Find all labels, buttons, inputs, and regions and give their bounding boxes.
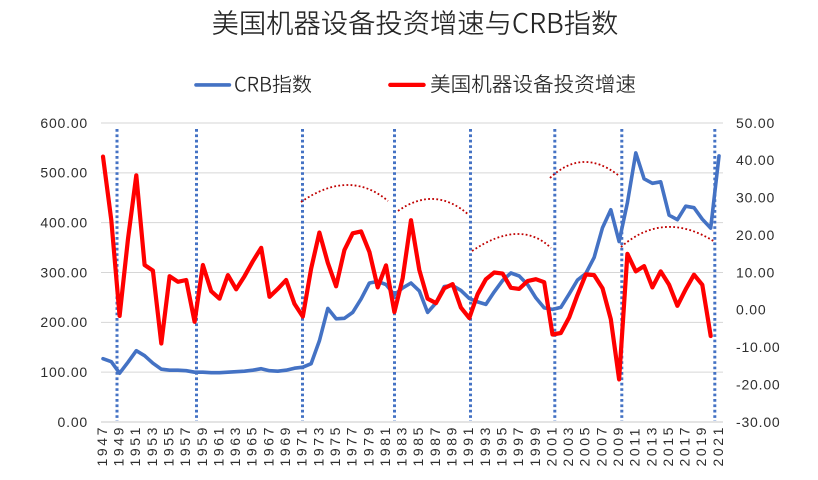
svg-text:1969: 1969 [277, 425, 293, 467]
svg-text:1975: 1975 [327, 425, 343, 467]
svg-text:1989: 1989 [444, 425, 460, 467]
svg-text:1955: 1955 [161, 425, 177, 467]
svg-text:2021: 2021 [710, 425, 726, 467]
svg-text:1981: 1981 [377, 425, 393, 467]
svg-text:2019: 2019 [693, 425, 709, 467]
svg-text:2015: 2015 [660, 425, 676, 467]
svg-text:1965: 1965 [244, 425, 260, 467]
svg-text:0.00: 0.00 [736, 302, 766, 318]
svg-text:50.00: 50.00 [736, 115, 775, 131]
svg-text:2011: 2011 [627, 426, 643, 467]
svg-text:1983: 1983 [394, 425, 410, 467]
svg-text:2003: 2003 [560, 425, 576, 467]
svg-text:20.00: 20.00 [736, 227, 775, 243]
svg-text:10.00: 10.00 [736, 264, 775, 280]
svg-text:-20.00: -20.00 [736, 376, 781, 392]
svg-text:1991: 1991 [460, 425, 476, 467]
svg-text:2017: 2017 [677, 425, 693, 467]
svg-text:300.00: 300.00 [40, 264, 88, 280]
svg-text:1973: 1973 [310, 425, 326, 467]
svg-text:1971: 1971 [294, 425, 310, 467]
svg-text:2013: 2013 [643, 425, 659, 467]
svg-text:2009: 2009 [610, 425, 626, 467]
svg-text:2007: 2007 [593, 425, 609, 467]
svg-text:1949: 1949 [111, 425, 127, 467]
svg-text:1977: 1977 [344, 425, 360, 467]
svg-text:1967: 1967 [260, 425, 276, 467]
svg-text:2005: 2005 [577, 425, 593, 467]
svg-text:40.00: 40.00 [736, 152, 775, 168]
svg-text:1999: 1999 [527, 425, 543, 467]
svg-text:-30.00: -30.00 [736, 414, 781, 430]
svg-text:1959: 1959 [194, 425, 210, 467]
svg-text:0.00: 0.00 [58, 414, 88, 430]
svg-text:1997: 1997 [510, 425, 526, 467]
svg-text:1957: 1957 [177, 425, 193, 467]
svg-text:1947: 1947 [94, 425, 110, 467]
svg-text:1953: 1953 [144, 425, 160, 467]
svg-text:1995: 1995 [494, 425, 510, 467]
svg-text:600.00: 600.00 [40, 115, 88, 131]
svg-text:200.00: 200.00 [40, 314, 88, 330]
svg-text:500.00: 500.00 [40, 165, 88, 181]
svg-text:1961: 1961 [210, 425, 226, 467]
svg-text:1951: 1951 [127, 425, 143, 467]
svg-text:1985: 1985 [410, 425, 426, 467]
svg-text:30.00: 30.00 [736, 190, 775, 206]
svg-text:-10.00: -10.00 [736, 339, 781, 355]
svg-text:1979: 1979 [360, 425, 376, 467]
svg-text:400.00: 400.00 [40, 215, 88, 231]
svg-text:1987: 1987 [427, 425, 443, 467]
svg-text:2001: 2001 [543, 425, 559, 467]
svg-text:1963: 1963 [227, 425, 243, 467]
svg-text:100.00: 100.00 [40, 364, 88, 380]
svg-text:1993: 1993 [477, 425, 493, 467]
